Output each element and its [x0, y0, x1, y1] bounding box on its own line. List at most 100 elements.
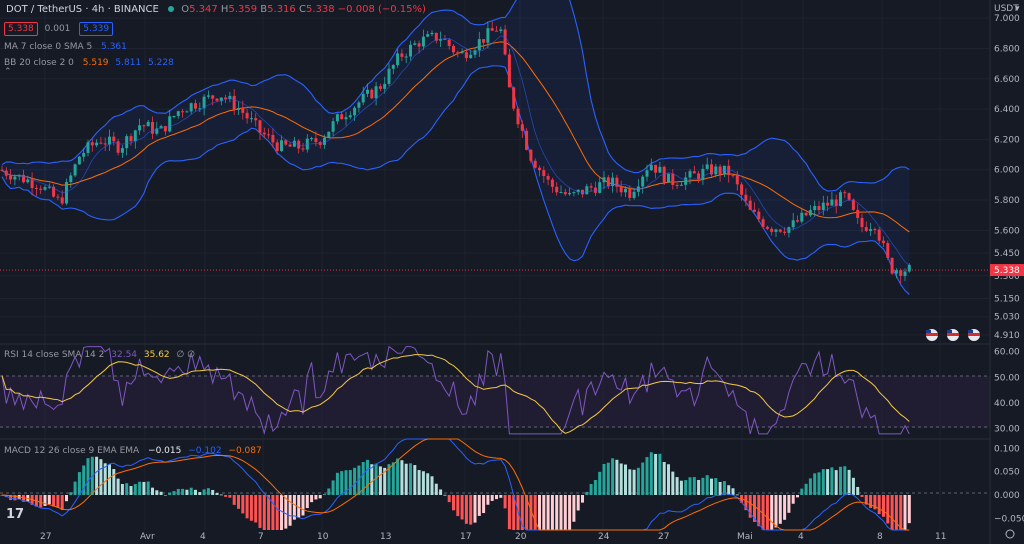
candle[interactable] [447, 38, 451, 50]
candle[interactable] [654, 164, 658, 179]
candle[interactable] [361, 86, 365, 106]
candle[interactable] [658, 161, 662, 173]
candle[interactable] [778, 228, 782, 233]
candle[interactable] [0, 165, 4, 172]
candle[interactable] [585, 183, 589, 195]
macd-axis[interactable]: 0.100 0.050 0.000 −0.050 [994, 444, 1024, 524]
candle[interactable] [550, 177, 554, 193]
candle[interactable] [120, 145, 124, 158]
candle[interactable] [761, 216, 765, 229]
candle[interactable] [512, 86, 516, 112]
candle[interactable] [469, 50, 473, 59]
candle[interactable] [189, 102, 193, 115]
candle[interactable] [563, 188, 567, 196]
candle[interactable] [331, 117, 335, 136]
candle[interactable] [774, 228, 778, 238]
candle[interactable] [387, 63, 391, 86]
candle[interactable] [155, 121, 159, 136]
candle[interactable] [899, 268, 903, 284]
candle[interactable] [460, 48, 464, 54]
candle[interactable] [340, 111, 344, 120]
candle[interactable] [516, 106, 520, 129]
candle[interactable] [378, 83, 382, 92]
candle[interactable] [456, 50, 460, 58]
candle[interactable] [477, 31, 481, 57]
candle[interactable] [830, 192, 834, 206]
candle[interactable] [744, 188, 748, 207]
candle[interactable] [133, 129, 137, 149]
candle[interactable] [770, 226, 774, 236]
candle[interactable] [400, 49, 404, 62]
candle[interactable] [821, 195, 825, 216]
candle[interactable] [645, 164, 649, 182]
candle[interactable] [611, 172, 615, 193]
candle[interactable] [495, 26, 498, 32]
candle[interactable] [108, 129, 111, 152]
candle[interactable] [710, 159, 713, 177]
candle[interactable] [808, 205, 812, 217]
candle[interactable] [13, 174, 17, 186]
candle[interactable] [705, 157, 709, 171]
candle[interactable] [813, 200, 817, 217]
candle[interactable] [864, 221, 868, 233]
candle[interactable] [572, 191, 576, 197]
candle[interactable] [499, 26, 503, 34]
candle[interactable] [288, 142, 292, 147]
candle[interactable] [181, 108, 185, 118]
candle[interactable] [765, 225, 769, 230]
candle[interactable] [421, 29, 425, 50]
candle[interactable] [886, 240, 890, 261]
candle[interactable] [52, 184, 56, 198]
candle[interactable] [748, 196, 752, 211]
candle[interactable] [314, 131, 318, 147]
candle[interactable] [667, 173, 670, 183]
candle[interactable] [430, 30, 434, 37]
candle[interactable] [903, 268, 907, 281]
candle[interactable] [894, 268, 898, 279]
candle[interactable] [426, 30, 430, 38]
candle[interactable] [280, 135, 283, 153]
candle[interactable] [232, 89, 236, 115]
candle[interactable] [740, 182, 744, 201]
candle[interactable] [348, 111, 352, 120]
candle[interactable] [649, 158, 653, 171]
candle[interactable] [73, 163, 77, 178]
candle[interactable] [366, 83, 369, 97]
candle[interactable] [323, 134, 326, 149]
candle[interactable] [99, 137, 103, 145]
candle[interactable] [800, 208, 804, 224]
candle[interactable] [662, 165, 666, 185]
candles[interactable] [0, 21, 911, 284]
candle[interactable] [391, 64, 395, 75]
candle[interactable] [116, 138, 120, 156]
candle[interactable] [507, 49, 511, 88]
macd-legend[interactable]: MACD 12 26 close 9 EMA EMA −0.015 −0.102… [4, 445, 262, 457]
candle[interactable] [82, 147, 86, 162]
candle[interactable] [602, 171, 606, 190]
candle[interactable] [882, 236, 885, 247]
candle[interactable] [503, 24, 507, 56]
candle[interactable] [43, 184, 47, 192]
candle[interactable] [757, 208, 761, 223]
candle[interactable] [464, 48, 468, 62]
candle[interactable] [576, 189, 580, 196]
candle[interactable] [873, 227, 877, 235]
candle[interactable] [168, 109, 172, 133]
candle[interactable] [254, 113, 258, 127]
candle[interactable] [692, 165, 696, 174]
candle[interactable] [593, 181, 597, 197]
candle[interactable] [619, 180, 623, 197]
candle[interactable] [396, 48, 400, 68]
candle[interactable] [568, 187, 572, 196]
candle[interactable] [598, 176, 602, 194]
candle[interactable] [869, 222, 873, 236]
candle[interactable] [817, 201, 821, 215]
candle[interactable] [679, 181, 683, 186]
candle[interactable] [434, 32, 438, 44]
candle[interactable] [482, 39, 486, 50]
candle[interactable] [529, 148, 533, 164]
candle[interactable] [335, 113, 339, 125]
candle[interactable] [546, 173, 550, 186]
candle[interactable] [194, 99, 197, 112]
